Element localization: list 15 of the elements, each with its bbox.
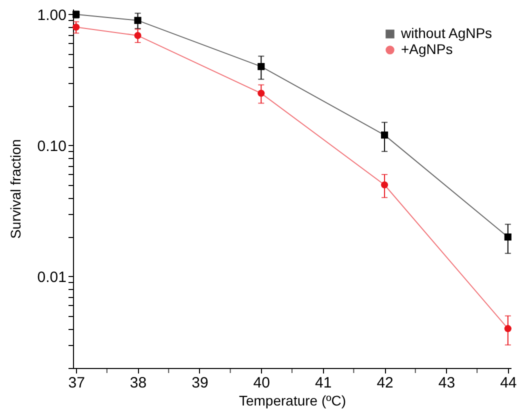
x-tick-label: 40 bbox=[253, 374, 270, 392]
y-tick-label: 0.10 bbox=[37, 138, 66, 155]
y-tick-label: 0.01 bbox=[37, 268, 66, 286]
legend-label: without AgNPs bbox=[400, 25, 492, 41]
x-tick-label: 38 bbox=[130, 374, 147, 392]
x-tick-label: 42 bbox=[376, 374, 394, 392]
x-tick-label: 39 bbox=[192, 374, 208, 392]
x-tick-label: 43 bbox=[438, 374, 456, 392]
legend-label: +AgNPs bbox=[401, 41, 453, 57]
x-tick-label: 41 bbox=[315, 374, 332, 392]
y-axis-title: Survival fraction bbox=[7, 139, 24, 239]
x-tick-label: 37 bbox=[68, 374, 85, 392]
x-axis-title: Temperature (ºC) bbox=[238, 392, 346, 408]
y-tick-label: 1.00 bbox=[37, 6, 66, 24]
x-tick-label: 44 bbox=[500, 374, 517, 392]
